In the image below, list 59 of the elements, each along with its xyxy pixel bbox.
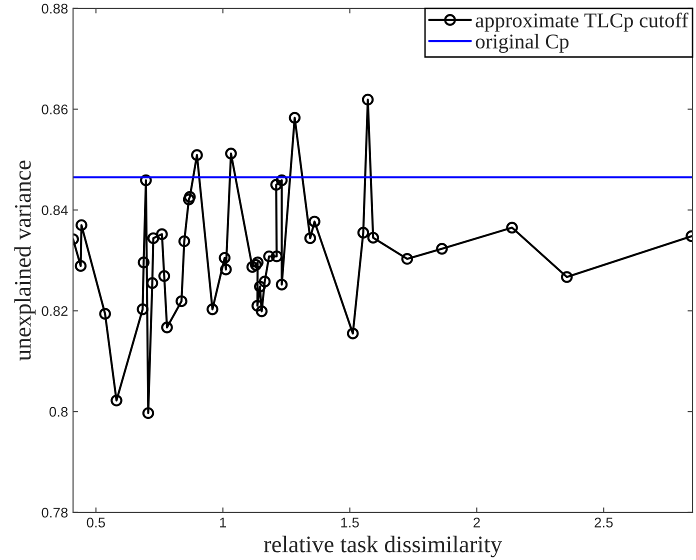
point: [147, 232, 160, 244]
point: [176, 295, 188, 308]
point: [140, 174, 152, 186]
point: [142, 407, 154, 420]
point: [138, 256, 150, 268]
point: [256, 305, 268, 318]
point: [436, 242, 448, 255]
point: [288, 112, 301, 124]
point: [158, 270, 170, 282]
point: [206, 303, 218, 316]
x-tick-label: 1: [220, 518, 226, 528]
y-tick-label: 0.88: [42, 4, 68, 14]
y-tick-label: 0.8: [49, 406, 68, 417]
point: [304, 232, 316, 244]
point: [74, 260, 87, 272]
y-tick-label: 0.78: [42, 508, 68, 518]
point: [263, 250, 275, 262]
point: [362, 94, 374, 106]
legend-label: approximate TLCp cutoff: [476, 12, 688, 32]
point: [225, 148, 237, 160]
point: [156, 228, 168, 240]
y-tick-label: 0.84: [42, 205, 68, 216]
x-tick-label: 0.5: [86, 518, 105, 528]
x-tick-label: 1.5: [341, 518, 359, 528]
point: [99, 308, 111, 320]
point: [110, 394, 122, 406]
point: [250, 259, 262, 271]
point: [506, 222, 518, 234]
legend-label: original Cp: [476, 34, 569, 53]
point: [218, 252, 231, 264]
point: [270, 250, 283, 262]
point: [184, 190, 196, 203]
point: [146, 277, 158, 289]
point: [357, 226, 370, 239]
x-tick-label: 2: [474, 518, 480, 528]
point: [276, 174, 288, 186]
point: [401, 252, 414, 265]
point: [308, 216, 320, 228]
point: [252, 256, 264, 268]
point: [220, 264, 232, 276]
point: [276, 278, 288, 290]
point: [182, 194, 195, 206]
point: [251, 300, 264, 312]
y-tick-label: 0.86: [42, 104, 68, 114]
point: [161, 322, 173, 334]
point: [191, 149, 203, 161]
point: [136, 303, 149, 316]
point: [246, 261, 258, 273]
x-tick-label: 2.5: [594, 518, 613, 528]
point: [367, 232, 380, 244]
point: [178, 235, 190, 248]
point: [346, 328, 359, 340]
x-axis-title: relative task dissimilarity: [264, 536, 502, 558]
y-tick-label: 0.82: [42, 306, 68, 316]
point: [76, 219, 88, 232]
point: [560, 271, 573, 283]
point: [258, 276, 271, 288]
point: [270, 178, 282, 191]
y-axis-title: unexplained variance: [14, 160, 36, 361]
